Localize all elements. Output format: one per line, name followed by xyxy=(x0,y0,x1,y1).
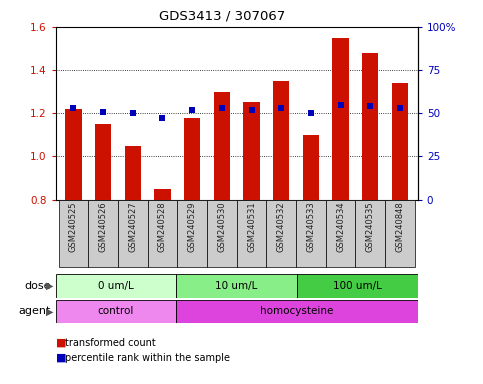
Bar xyxy=(207,200,237,267)
Bar xyxy=(176,300,418,323)
Bar xyxy=(154,189,170,200)
Point xyxy=(218,105,226,111)
Bar xyxy=(385,200,415,267)
Text: GSM240527: GSM240527 xyxy=(128,202,137,252)
Point xyxy=(158,115,166,121)
Text: homocysteine: homocysteine xyxy=(260,306,334,316)
Bar xyxy=(184,118,200,200)
Text: GSM240526: GSM240526 xyxy=(99,202,108,252)
Point xyxy=(248,107,256,113)
Bar xyxy=(362,53,379,200)
Point xyxy=(99,109,107,115)
Text: percentile rank within the sample: percentile rank within the sample xyxy=(65,353,230,363)
Text: GSM240848: GSM240848 xyxy=(396,202,404,252)
Bar xyxy=(355,200,385,267)
Text: agent: agent xyxy=(18,306,51,316)
Text: 0 um/L: 0 um/L xyxy=(98,281,134,291)
Text: GSM240529: GSM240529 xyxy=(187,202,197,252)
Bar xyxy=(125,146,141,200)
Bar xyxy=(148,200,177,267)
Bar xyxy=(326,200,355,267)
Text: ■: ■ xyxy=(56,338,66,348)
Text: transformed count: transformed count xyxy=(65,338,156,348)
Point xyxy=(277,105,285,111)
Text: GSM240530: GSM240530 xyxy=(217,202,227,252)
Text: GSM240532: GSM240532 xyxy=(277,202,286,252)
Bar xyxy=(88,200,118,267)
Bar xyxy=(303,135,319,200)
Bar xyxy=(65,109,82,200)
Text: 100 um/L: 100 um/L xyxy=(333,281,382,291)
Text: GSM240534: GSM240534 xyxy=(336,202,345,252)
Bar xyxy=(237,200,266,267)
Text: GSM240533: GSM240533 xyxy=(306,202,315,252)
Bar xyxy=(58,200,88,267)
Text: dose: dose xyxy=(24,281,51,291)
Point xyxy=(337,101,344,108)
Bar xyxy=(392,83,408,200)
Bar xyxy=(56,300,176,323)
Text: GSM240528: GSM240528 xyxy=(158,202,167,252)
Bar xyxy=(176,274,297,298)
Text: GSM240525: GSM240525 xyxy=(69,202,78,252)
Bar xyxy=(296,200,326,267)
Bar xyxy=(118,200,148,267)
Bar xyxy=(177,200,207,267)
Bar xyxy=(213,92,230,200)
Text: ▶: ▶ xyxy=(45,306,53,316)
Bar xyxy=(95,124,111,200)
Point xyxy=(307,110,315,116)
Bar xyxy=(297,274,418,298)
Text: GDS3413 / 307067: GDS3413 / 307067 xyxy=(159,10,285,23)
Text: 10 um/L: 10 um/L xyxy=(215,281,258,291)
Point xyxy=(70,105,77,111)
Text: ■: ■ xyxy=(56,353,66,363)
Point xyxy=(188,107,196,113)
Bar xyxy=(266,200,296,267)
Bar xyxy=(243,103,260,200)
Bar xyxy=(273,81,289,200)
Bar xyxy=(332,38,349,200)
Bar xyxy=(56,274,176,298)
Point xyxy=(129,110,137,116)
Point xyxy=(396,105,404,111)
Point xyxy=(367,103,374,109)
Text: control: control xyxy=(98,306,134,316)
Text: GSM240535: GSM240535 xyxy=(366,202,375,252)
Text: ▶: ▶ xyxy=(45,281,53,291)
Text: GSM240531: GSM240531 xyxy=(247,202,256,252)
